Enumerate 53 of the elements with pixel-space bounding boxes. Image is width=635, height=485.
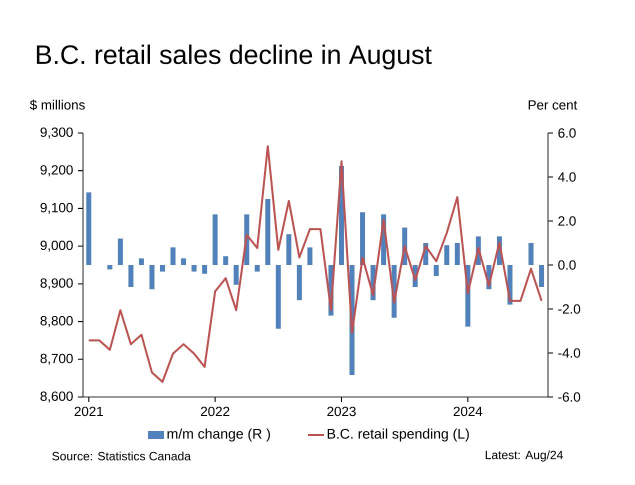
bar: [444, 245, 450, 265]
bar: [360, 212, 366, 265]
bar: [202, 264, 208, 274]
bar: [107, 264, 112, 270]
text: Latest: Aug/24: [486, 450, 563, 462]
bar: [234, 264, 239, 285]
bar: [128, 264, 134, 287]
bar: [118, 238, 123, 265]
y2-tick-label: -4.0: [558, 348, 580, 358]
bar: [434, 264, 439, 276]
bar: [539, 264, 544, 287]
y-tick-label: 8,700: [40, 354, 73, 365]
y2-tick-label: -6.0: [558, 392, 580, 402]
x-tick-label: 2021: [74, 406, 103, 416]
chart-title: B.C. retail sales decline in August: [36, 44, 432, 70]
line-series: [88, 145, 543, 383]
bar: [212, 214, 218, 265]
legend-label: m/m change (R ): [168, 428, 270, 442]
bar: [181, 258, 186, 265]
source-note: Source: Statistics Canada: [52, 452, 191, 460]
bar: [265, 199, 270, 265]
bar: [138, 258, 144, 265]
bar: [254, 264, 260, 272]
x-tick-label: 2024: [454, 406, 482, 416]
y2-tick-label: -2.0: [558, 304, 580, 314]
y-tick-label: 8,800: [40, 316, 73, 328]
bar: [149, 264, 154, 290]
bar: [296, 264, 302, 300]
y2-tick-label: 4.0: [558, 172, 576, 182]
bar: [192, 264, 197, 272]
y2-tick-label: 2.0: [558, 216, 576, 226]
y-tick-label: 9,200: [40, 165, 73, 176]
y-axis-title: $ millions: [30, 100, 85, 110]
y-tick-label: 9,000: [40, 240, 73, 252]
y2-axis-title: Per cent: [528, 100, 578, 110]
bar: [160, 264, 165, 272]
bar: [276, 264, 281, 329]
bar: [307, 247, 312, 265]
x-tick-label: 2023: [327, 406, 356, 416]
bar: [286, 234, 292, 265]
y-tick-label: 8,900: [40, 278, 73, 290]
bar: [223, 256, 228, 265]
y2-tick-label: 6.0: [558, 128, 576, 138]
bar: [454, 242, 460, 265]
y-tick-label: 8,600: [40, 391, 73, 403]
y2-tick-label: 0.0: [558, 260, 576, 270]
bar: [86, 192, 92, 265]
bar: [170, 247, 176, 265]
y-tick-label: 9,100: [40, 202, 73, 214]
y-tick-label: 9,300: [40, 127, 73, 139]
legend-label: B.C. retail spending (L): [328, 428, 469, 442]
x-tick-label: 2022: [200, 406, 230, 416]
bar: [528, 242, 534, 265]
